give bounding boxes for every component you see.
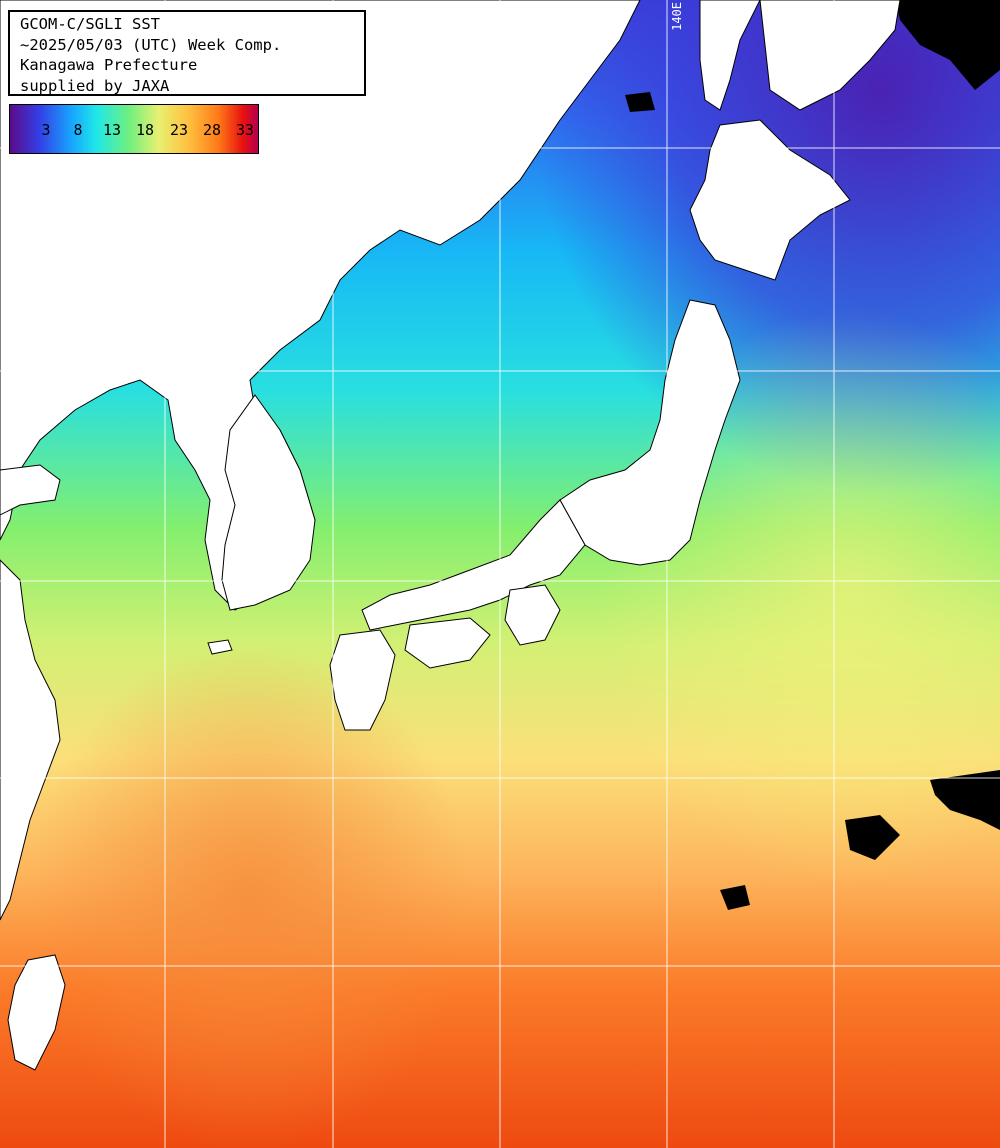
china-east-coast bbox=[0, 559, 61, 921]
title-box: GCOM-C/SGLI SST ~2025/05/03 (UTC) Week C… bbox=[8, 10, 366, 96]
kii-peninsula bbox=[504, 584, 561, 646]
honshu-north bbox=[559, 299, 741, 566]
legend-tick: 18 bbox=[135, 121, 155, 139]
longitude-label: 140E bbox=[670, 2, 684, 31]
temperature-colorbar: 3 8 13 18 23 28 33 bbox=[9, 104, 259, 154]
kyushu bbox=[329, 629, 396, 731]
date-range: ~2025/05/03 (UTC) Week Comp. bbox=[20, 35, 282, 54]
taiwan bbox=[7, 954, 66, 1071]
jeju-island bbox=[207, 639, 233, 655]
korean-peninsula bbox=[221, 394, 316, 611]
okhotsk-coast bbox=[759, 0, 901, 111]
region-name: Kanagawa Prefecture bbox=[20, 56, 198, 74]
product-title: GCOM-C/SGLI SST bbox=[20, 15, 160, 33]
cloud-mask bbox=[625, 0, 1000, 910]
legend-tick: 8 bbox=[73, 121, 83, 139]
legend-tick: 28 bbox=[202, 121, 222, 139]
honshu-west bbox=[361, 499, 586, 631]
shandong-peninsula bbox=[0, 464, 61, 516]
legend-tick: 33 bbox=[235, 121, 255, 139]
legend-tick: 13 bbox=[102, 121, 122, 139]
hokkaido bbox=[689, 119, 851, 281]
legend-tick: 23 bbox=[169, 121, 189, 139]
legend-tick: 3 bbox=[41, 121, 51, 139]
supplier-credit: supplied by JAXA bbox=[20, 76, 170, 95]
sakhalin bbox=[699, 0, 761, 111]
shikoku bbox=[404, 617, 491, 669]
latitude-label: 30N bbox=[20, 353, 42, 367]
